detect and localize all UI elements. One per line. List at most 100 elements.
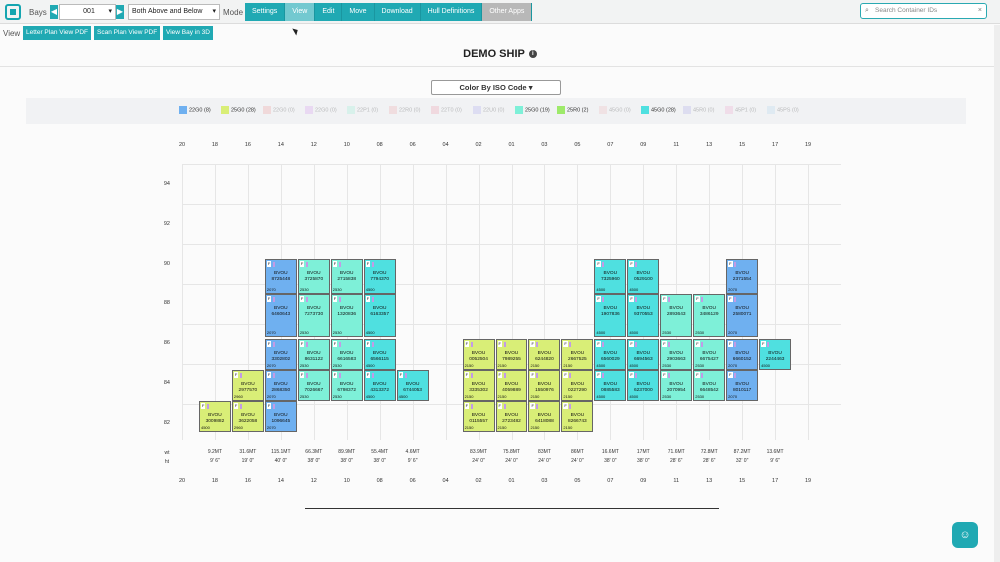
container-slot[interactable]: F BVOU 2070954 2530: [660, 370, 693, 401]
container-slot[interactable]: F BVOU 7989255 2150: [495, 339, 528, 370]
container-slot[interactable]: F BVOU 7026667 2530: [297, 370, 330, 401]
container-slot[interactable]: F BVOU 6616583 2530: [330, 339, 363, 370]
container-slot[interactable]: F BVOU 6744053 4500: [396, 370, 429, 401]
container-slot[interactable]: F BVOU 7794370 4500: [363, 259, 396, 294]
bay-label-top: 13: [706, 142, 713, 148]
container-slot[interactable]: F BVOU 3009882 4500: [198, 401, 231, 432]
scrollbar[interactable]: [994, 25, 1000, 562]
container-slot[interactable]: F BVOU 2868350 2070: [264, 370, 297, 401]
legend-item[interactable]: 45R0 (0): [683, 106, 714, 114]
container-slot[interactable]: F BVOU 3302802 2070: [264, 339, 297, 370]
legend-item[interactable]: 22R0 (0): [389, 106, 420, 114]
color-by-select[interactable]: Color By ISO Code ▾: [431, 80, 561, 95]
container-slot[interactable]: F BVOU 8266743 2150: [561, 401, 594, 432]
view-bay-3d-button[interactable]: View Bay in 3D: [163, 26, 213, 40]
container-slot[interactable]: F BVOU 6798372 2530: [330, 370, 363, 401]
next-bay-button[interactable]: ▶: [116, 5, 124, 19]
container-slot[interactable]: F BVOU 8010117 2070: [726, 370, 759, 401]
container-slot[interactable]: F BVOU 6163357 4500: [363, 294, 396, 337]
letter-plan-pdf-button[interactable]: Letter Plan View PDF: [23, 26, 92, 40]
line-tag: [701, 373, 704, 378]
search-input[interactable]: ⌕ Search Container IDs ×: [860, 3, 987, 19]
nav-download[interactable]: Download: [374, 3, 421, 21]
container-slot[interactable]: F BVOU 6418088 2150: [528, 401, 561, 432]
container-slot[interactable]: F BVOU 1907836 4500: [594, 294, 627, 337]
container-slot[interactable]: F BVOU 8631122 2530: [297, 339, 330, 370]
container-slot[interactable]: F BVOU 2580071 2070: [726, 294, 759, 337]
container-slot[interactable]: F BVOU 3622058 2960: [231, 401, 264, 432]
container-slot[interactable]: F BVOU 0227290 2150: [561, 370, 594, 401]
legend-item[interactable]: 45G0 (28): [641, 106, 676, 114]
container-slot[interactable]: F BVOU 6566115 4500: [363, 339, 396, 370]
container-slot[interactable]: F BVOU 6244820 2150: [528, 339, 561, 370]
container-slot[interactable]: F BVOU 0115557 2150: [462, 401, 495, 432]
container-slot[interactable]: F BVOU 6237000 4500: [627, 370, 660, 401]
deck-filter-select[interactable]: Both Above and Below ▾: [128, 4, 220, 20]
legend-item[interactable]: 22G0 (0): [263, 106, 295, 114]
container-slot[interactable]: F BVOU 6460643 2070: [264, 294, 297, 337]
legend-item[interactable]: 22U0 (0): [473, 106, 504, 114]
container-slot[interactable]: F BVOU 6660152 2070: [726, 339, 759, 370]
legend-item[interactable]: 22G0 (0): [305, 106, 337, 114]
bay-label-bottom: 15: [739, 478, 746, 484]
nav-edit[interactable]: Edit: [315, 3, 343, 21]
legend-item[interactable]: 22G0 (8): [179, 106, 211, 114]
container-slot[interactable]: F BVOU 6675427 2530: [693, 339, 726, 370]
container-slot[interactable]: F BVOU 1320836 2530: [330, 294, 363, 337]
legend-item[interactable]: 25R0 (2): [557, 106, 588, 114]
container-slot[interactable]: F BVOU 7273730 2530: [297, 294, 330, 337]
container-id: BVOU 8010117: [732, 382, 752, 393]
port-flag: F: [233, 372, 239, 378]
bay-weight: 83.9MT: [470, 449, 487, 455]
clear-icon[interactable]: ×: [977, 7, 982, 14]
container-slot[interactable]: F BVOU 0885583 4500: [594, 370, 627, 401]
container-slot[interactable]: F BVOU 2723482 2150: [495, 401, 528, 432]
scan-plan-pdf-button[interactable]: Scan Plan View PDF: [94, 26, 161, 40]
legend-item[interactable]: 45G0 (0): [599, 106, 631, 114]
bay-select[interactable]: 001 ▾: [59, 4, 116, 20]
nav-move[interactable]: Move: [342, 3, 375, 21]
legend-item[interactable]: 25G0 (28): [221, 106, 256, 114]
container-slot[interactable]: F BVOU 1096645 2070: [264, 401, 297, 432]
container-slot[interactable]: F BVOU 2715838 2530: [330, 259, 363, 294]
container-slot[interactable]: F BVOU 2893643 2530: [660, 294, 693, 337]
container-slot[interactable]: F BVOU 2667525 2150: [561, 339, 594, 370]
container-id: BVOU 0052504: [469, 351, 488, 362]
container-slot[interactable]: F BVOU 2244463 4500: [759, 339, 792, 370]
legend-item[interactable]: 45PS (0): [767, 106, 799, 114]
container-slot[interactable]: F BVOU 4059889 2150: [495, 370, 528, 401]
container-slot[interactable]: F BVOU 3486129 2530: [693, 294, 726, 337]
legend-item[interactable]: 22T0 (0): [431, 106, 462, 114]
nav-view[interactable]: View: [285, 3, 316, 21]
nav-settings[interactable]: Settings: [245, 3, 286, 21]
container-slot[interactable]: F BVOU 2903663 2530: [660, 339, 693, 370]
container-slot[interactable]: F BVOU 0052504 2150: [462, 339, 495, 370]
container-slot[interactable]: F BVOU 0529100 4500: [627, 259, 660, 294]
info-icon[interactable]: i: [528, 50, 537, 59]
legend-item[interactable]: 25G0 (19): [515, 106, 550, 114]
app-logo-icon[interactable]: [5, 4, 21, 20]
container-slot[interactable]: F BVOU 6648542 2530: [693, 370, 726, 401]
nav-hull-definitions[interactable]: Hull Definitions: [420, 3, 483, 21]
container-slot[interactable]: F BVOU 4313372 4500: [363, 370, 396, 401]
container-slot[interactable]: F BVOU 2371554 2070: [726, 259, 759, 294]
prev-bay-button[interactable]: ◀: [50, 5, 58, 19]
nav-other-apps[interactable]: Other Apps: [482, 3, 533, 21]
iso-code: 2150: [563, 362, 573, 368]
legend-item[interactable]: 45P1 (0): [725, 106, 756, 114]
legend-item[interactable]: 22P1 (0): [347, 106, 378, 114]
iso-code: 2150: [530, 393, 540, 399]
container-slot[interactable]: F BVOU 1550976 2150: [528, 370, 561, 401]
container-slot[interactable]: F BVOU 7325960 4500: [594, 259, 627, 294]
legend-label: 45G0 (28): [651, 107, 676, 114]
container-slot[interactable]: F BVOU 3335302 2150: [462, 370, 495, 401]
container-slot[interactable]: F BVOU 3725870 2530: [297, 259, 330, 294]
container-slot[interactable]: F BVOU 2977570 2960: [231, 370, 264, 401]
container-slot[interactable]: F BVOU 6694563 4500: [627, 339, 660, 370]
chat-button[interactable]: ☺: [952, 522, 978, 548]
container-slot[interactable]: F BVOU 6560029 4500: [594, 339, 627, 370]
line-tag: [272, 404, 275, 409]
container-slot[interactable]: F BVOU 9370553 4500: [627, 294, 660, 337]
container-slot[interactable]: F BVOU 8725448 2070: [264, 259, 297, 294]
bay-height: 19' 0": [241, 458, 255, 464]
